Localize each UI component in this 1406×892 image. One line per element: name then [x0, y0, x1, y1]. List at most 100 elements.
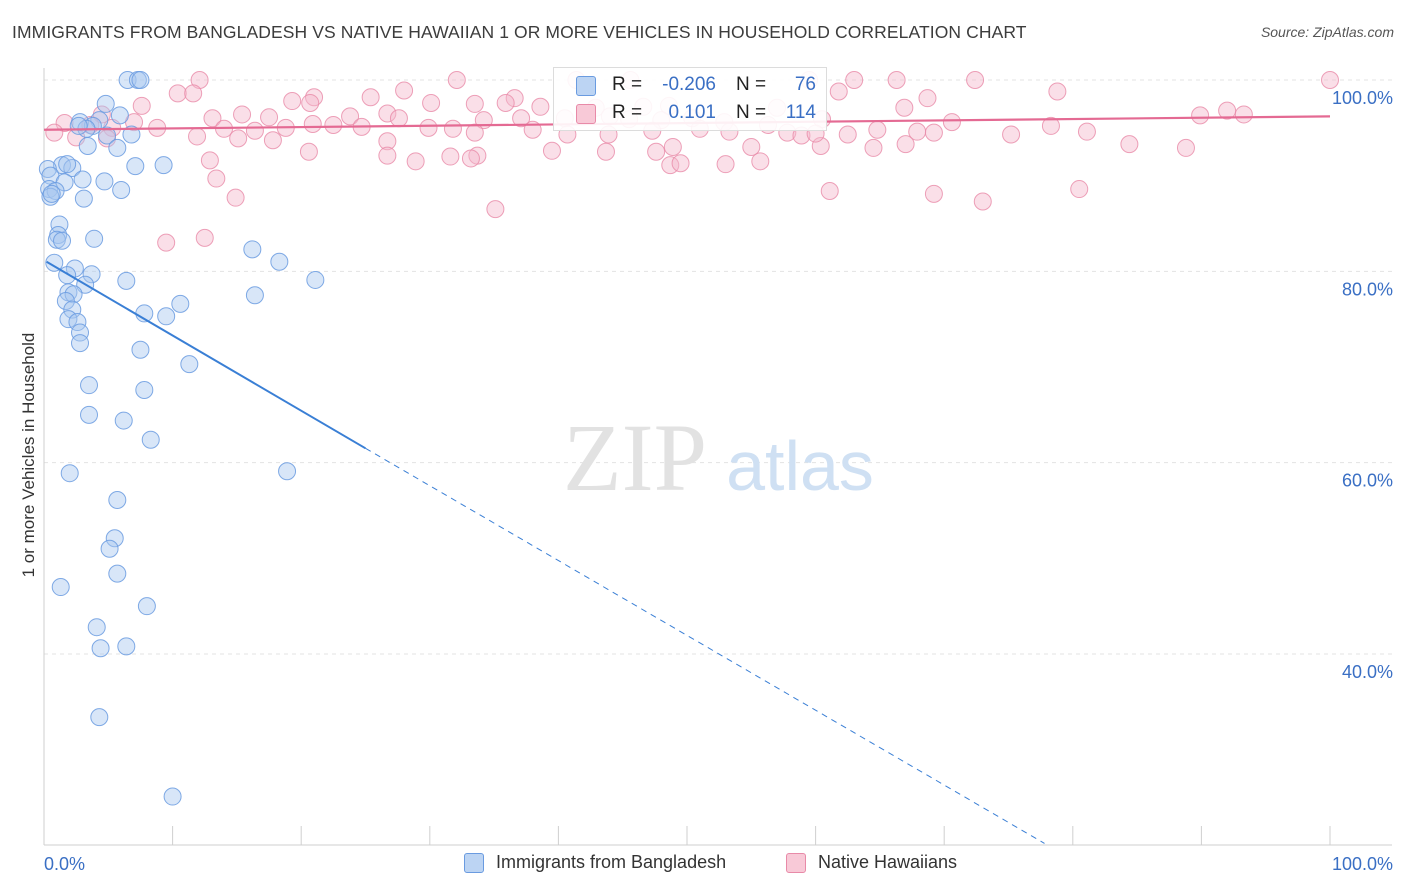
- hawaiian-point: [820, 181, 839, 200]
- bangladesh-point: [163, 787, 182, 806]
- bangladesh-point: [105, 529, 124, 548]
- bangladesh-point: [45, 253, 64, 272]
- source-label: Source: ZipAtlas.com: [1260, 24, 1394, 40]
- bangladesh-point: [171, 294, 190, 313]
- bangladesh-point: [51, 578, 70, 597]
- hawaiian-point: [751, 152, 770, 171]
- stats-row-bangladesh: R = -0.206 N = 76: [554, 72, 826, 100]
- hawaiian-point: [924, 123, 943, 142]
- bangladesh-point: [108, 564, 127, 583]
- hawaiian-point: [361, 88, 380, 107]
- hawaiian-point: [229, 129, 248, 148]
- bangladesh-point: [114, 411, 133, 430]
- x-tick-label: 100.0%: [1332, 854, 1393, 874]
- bangladesh-point: [131, 71, 150, 89]
- bangladesh-point: [41, 187, 60, 206]
- bangladesh-point: [64, 285, 83, 304]
- hawaiian-point: [1321, 71, 1339, 89]
- watermark-atlas: atlas: [726, 427, 874, 505]
- hawaiian-point: [378, 132, 397, 151]
- bangladesh-point: [78, 137, 97, 156]
- hawaiian-point: [1048, 82, 1067, 101]
- stats-n-label: N =: [736, 102, 767, 123]
- y-tick-label: 80.0%: [1342, 279, 1393, 299]
- legend-label: Immigrants from Bangladesh: [496, 852, 727, 872]
- bangladesh-point: [278, 462, 297, 481]
- tick-labels: 40.0% 60.0% 80.0% 100.0% 0.0% 100.0%: [44, 88, 1393, 874]
- bangladesh-point: [245, 286, 264, 305]
- chart-legend: Immigrants from Bangladesh Native Hawaii…: [0, 852, 1406, 878]
- hawaiian-point: [461, 149, 480, 168]
- bangladesh-point: [112, 181, 131, 200]
- hawaiian-point: [1120, 135, 1139, 154]
- hawaiian-point: [283, 92, 302, 111]
- bangladesh-point: [82, 265, 101, 284]
- bangladesh-point: [71, 323, 90, 342]
- bangladesh-point: [108, 138, 127, 157]
- hawaiian-point: [395, 81, 414, 100]
- bangladesh-point: [40, 180, 59, 199]
- bangladesh-point: [73, 170, 92, 189]
- bangladesh-point: [141, 430, 160, 449]
- bangladesh-point: [95, 172, 114, 191]
- bangladesh-point: [270, 252, 289, 271]
- hawaiian-point: [378, 104, 397, 123]
- hawaiian-point: [184, 84, 203, 103]
- hawaiian-point: [742, 137, 761, 156]
- hawaiian-point: [233, 105, 252, 124]
- bangladesh-point: [58, 155, 77, 174]
- hawaiian-point: [245, 121, 264, 140]
- bangladesh-point: [60, 464, 79, 483]
- bangladesh-point: [180, 355, 199, 374]
- hawaiian-point: [864, 138, 883, 157]
- hawaiian-point: [966, 71, 985, 89]
- hawaiian-point: [1191, 106, 1210, 125]
- hawaiian-point: [422, 93, 441, 112]
- hawaiian-point: [168, 84, 187, 103]
- hawaiian-point: [887, 71, 906, 89]
- stats-r-label: R =: [612, 74, 643, 95]
- hawaiian-point: [406, 152, 425, 171]
- bangladesh-point: [42, 184, 61, 203]
- stats-n-value: 114: [785, 102, 816, 123]
- y-tick-label: 60.0%: [1342, 471, 1393, 491]
- bangladesh-point: [98, 126, 117, 145]
- bangladesh-point: [306, 270, 325, 289]
- hawaiian-point: [188, 127, 207, 146]
- stats-swatch-pink: [576, 104, 596, 124]
- stats-row-hawaiians: R = 0.101 N = 114: [554, 100, 826, 128]
- bangladesh-point: [65, 259, 84, 278]
- hawaiian-point: [1234, 105, 1253, 124]
- hawaiian-point: [303, 115, 322, 134]
- hawaiian-point: [973, 192, 992, 211]
- hawaiian-point: [895, 98, 914, 117]
- stats-r-label: R =: [612, 102, 643, 123]
- legend-item-bangladesh[interactable]: Immigrants from Bangladesh: [464, 852, 726, 873]
- bangladesh-point: [74, 189, 93, 208]
- hawaiian-point: [1002, 125, 1021, 144]
- bangladesh-point: [117, 271, 136, 290]
- bangladesh-points: [38, 71, 325, 806]
- hawaiian-point: [132, 96, 151, 115]
- bangladesh-trend-extension: [365, 447, 1045, 844]
- watermark-zip: ZIP: [563, 404, 707, 511]
- bangladesh-point: [85, 229, 104, 248]
- hawaiian-point: [671, 154, 690, 173]
- hawaiian-point: [195, 228, 214, 247]
- hawaiian-point: [465, 94, 484, 113]
- y-axis-label: 1 or more Vehicles in Household: [19, 333, 38, 578]
- bangladesh-point: [71, 334, 90, 353]
- hawaiian-point: [301, 93, 320, 112]
- hawaiian-point: [263, 131, 282, 150]
- hawaiian-point: [226, 188, 245, 207]
- hawaiian-point: [203, 109, 222, 128]
- legend-swatch-pink: [786, 852, 806, 873]
- bangladesh-point: [157, 307, 176, 326]
- hawaiian-point: [207, 169, 226, 188]
- bangladesh-point: [108, 490, 127, 509]
- bangladesh-point: [122, 125, 141, 144]
- legend-item-hawaiians[interactable]: Native Hawaiians: [786, 852, 957, 873]
- hawaiian-point: [496, 93, 515, 112]
- hawaiian-point: [443, 119, 462, 138]
